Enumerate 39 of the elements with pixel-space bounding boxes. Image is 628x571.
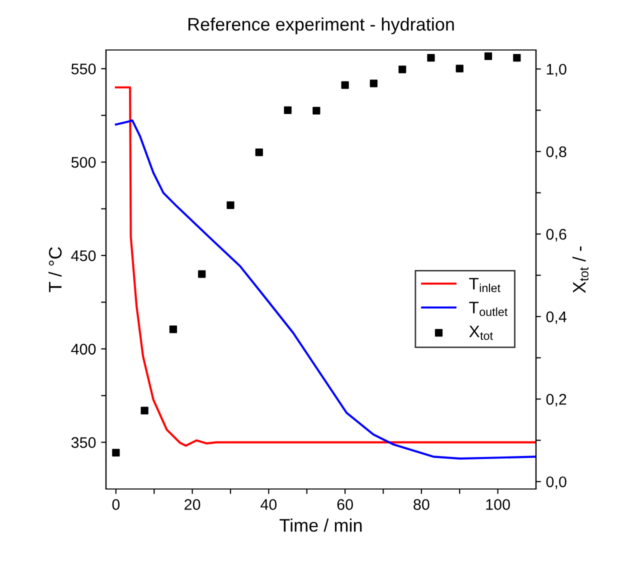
- y2-tick-label: 1,0: [546, 64, 566, 76]
- y2-tick-label: 0,4: [546, 311, 567, 324]
- y-tick-label: 500: [71, 156, 96, 168]
- y-tick-label: 450: [71, 250, 96, 262]
- point: [284, 106, 292, 114]
- point: [140, 406, 148, 414]
- x-axis-title: Time / min: [280, 518, 362, 532]
- y-tick-label: 550: [71, 64, 96, 74]
- x-tick-label: 80: [414, 499, 430, 510]
- point: [112, 448, 120, 457]
- y-tick-label: 350: [71, 437, 96, 448]
- point: [370, 80, 378, 88]
- point: [456, 64, 464, 72]
- legend-label: T$_{outlet}$: [469, 302, 508, 316]
- chart-title: Reference experiment - hydration: [188, 17, 454, 34]
- legend-label: T$_{inlet}$: [469, 278, 500, 292]
- point: [312, 106, 320, 114]
- point: [226, 201, 234, 209]
- point: [255, 148, 263, 156]
- x-tick-label: 40: [260, 499, 277, 510]
- point: [341, 81, 349, 89]
- x-tick-label: 0: [112, 499, 120, 510]
- x-tick-label: 100: [486, 499, 510, 510]
- legend-label: X$_{tot}$: [469, 326, 493, 340]
- y2-tick-label: 0,6: [546, 228, 566, 242]
- y2-tick-label: 0,2: [546, 394, 566, 407]
- y-axis-title: T / °C: [48, 247, 62, 292]
- point: [427, 54, 435, 62]
- x-tick-label: 20: [184, 499, 200, 510]
- y-tick-label: 400: [71, 344, 96, 355]
- y2-tick-label: 0,0: [546, 476, 566, 490]
- y2-axis-title: X$_{tot}$ / -: [572, 246, 588, 294]
- point: [198, 270, 206, 278]
- point: [513, 54, 521, 62]
- point: [398, 66, 406, 74]
- y2-tick-label: 0,8: [546, 146, 566, 159]
- point: [169, 326, 178, 334]
- x-tick-label: 60: [337, 499, 353, 510]
- point: [484, 52, 492, 60]
